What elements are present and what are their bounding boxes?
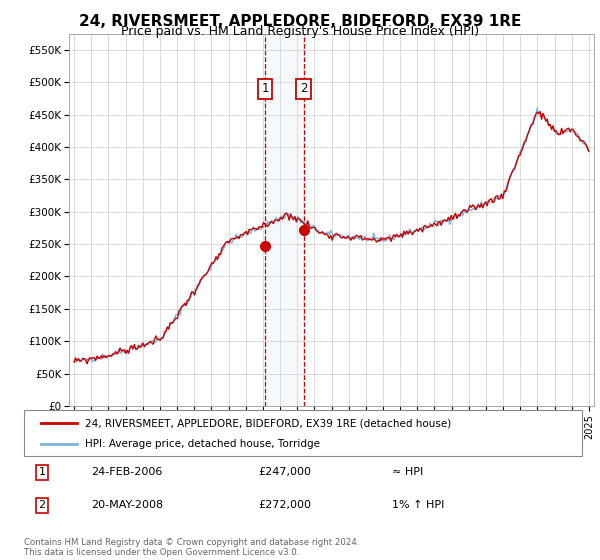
Text: 24-FEB-2006: 24-FEB-2006 xyxy=(91,467,163,477)
Text: 1: 1 xyxy=(261,82,269,95)
Text: 20-MAY-2008: 20-MAY-2008 xyxy=(91,500,163,510)
Text: ≈ HPI: ≈ HPI xyxy=(392,467,424,477)
Text: 24, RIVERSMEET, APPLEDORE, BIDEFORD, EX39 1RE (detached house): 24, RIVERSMEET, APPLEDORE, BIDEFORD, EX3… xyxy=(85,418,452,428)
Text: £247,000: £247,000 xyxy=(259,467,311,477)
Text: 2: 2 xyxy=(300,82,307,95)
Text: Price paid vs. HM Land Registry's House Price Index (HPI): Price paid vs. HM Land Registry's House … xyxy=(121,25,479,38)
FancyBboxPatch shape xyxy=(24,410,582,456)
Text: HPI: Average price, detached house, Torridge: HPI: Average price, detached house, Torr… xyxy=(85,440,320,450)
Text: Contains HM Land Registry data © Crown copyright and database right 2024.
This d: Contains HM Land Registry data © Crown c… xyxy=(24,538,359,557)
Text: 24, RIVERSMEET, APPLEDORE, BIDEFORD, EX39 1RE: 24, RIVERSMEET, APPLEDORE, BIDEFORD, EX3… xyxy=(79,14,521,29)
Text: £272,000: £272,000 xyxy=(259,500,311,510)
Text: 2: 2 xyxy=(38,500,46,510)
Text: 1% ↑ HPI: 1% ↑ HPI xyxy=(392,500,445,510)
Text: 1: 1 xyxy=(38,467,46,477)
Bar xyxy=(265,34,304,406)
